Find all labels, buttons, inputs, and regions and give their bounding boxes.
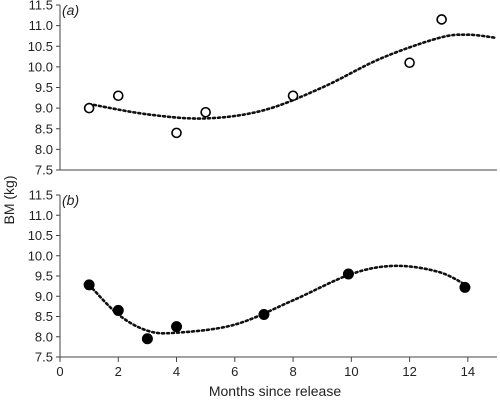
panel-a-trend-line <box>87 33 499 120</box>
panel-a-y-tick-label-7.5: 7.5 <box>35 163 53 178</box>
x-tick-label-6: 6 <box>231 364 238 379</box>
panel-a-data-point-0 <box>83 102 95 114</box>
panel-b-data-point-1 <box>112 304 124 316</box>
panel-b-data-point-0 <box>83 279 95 291</box>
panel-b-y-tick-label-10.5: 10.5 <box>28 228 53 243</box>
panel-b-data-point-3 <box>171 321 183 333</box>
x-tick-label-2: 2 <box>115 364 122 379</box>
panel-b-y-tick-label-9.0: 9.0 <box>35 289 53 304</box>
panel-a-data-point-3 <box>200 106 211 118</box>
x-tick-label-12: 12 <box>402 364 416 379</box>
x-tick-label-10: 10 <box>344 364 358 379</box>
panel-a-y-tick-label-10.5: 10.5 <box>28 39 53 54</box>
y-axis-title: BM (kg) <box>1 176 17 225</box>
x-tick-label-0: 0 <box>56 364 63 379</box>
panel-a-y-tick-label-11.5: 11.5 <box>29 0 53 13</box>
panel-b-y-tick-label-9.5: 9.5 <box>35 269 53 284</box>
panel-a-y-tick-label-8.0: 8.0 <box>35 142 53 157</box>
panel-b-label: (b) <box>62 192 79 208</box>
panel-a-y-tick-label-8.5: 8.5 <box>35 121 53 136</box>
panel-b-y-tick-label-8.0: 8.0 <box>35 329 53 344</box>
panel-b-y-tick-label-11.5: 11.5 <box>29 188 53 203</box>
panel-a-y-tick-label-10.0: 10.0 <box>28 59 53 74</box>
panel-b-y-tick-label-7.5: 7.5 <box>35 350 53 365</box>
panel-a-y-tick-label-9.0: 9.0 <box>35 101 53 116</box>
panel-a-data-point-1 <box>112 90 124 102</box>
panel-b-data-point-5 <box>342 268 354 280</box>
panel-b-data-point-6 <box>459 281 471 293</box>
x-tick-label-4: 4 <box>173 364 180 379</box>
x-axis-title: Months since release <box>209 383 342 399</box>
x-tick-label-8: 8 <box>289 364 296 379</box>
panel-b: (b) 7.5 8.0 8.5 9.0 9.5 10.0 10.5 11.0 11.5 <box>28 188 497 365</box>
panel-b-y-tick-label-10.0: 10.0 <box>28 248 53 263</box>
panel-a-y-tick-label-9.5: 9.5 <box>35 80 53 95</box>
panel-a-data-point-2 <box>171 127 182 139</box>
panel-a-label: (a) <box>62 2 79 18</box>
panel-a-data-point-5 <box>404 57 415 69</box>
panel-a-data-point-6 <box>436 14 447 25</box>
panel-b-data-point-4 <box>258 308 270 320</box>
panel-a-y-tick-label-11.0: 11.0 <box>29 18 53 33</box>
panel-a-data-point-4 <box>287 90 299 102</box>
panel-b-y-tick-label-8.5: 8.5 <box>35 309 53 324</box>
x-tick-label-14: 14 <box>461 364 475 379</box>
panel-a: (a) 7.5 8.0 8.5 9.0 9.5 10.0 10.5 11.0 11.5 <box>28 0 499 178</box>
panel-b-data-point-2 <box>141 333 153 345</box>
panel-b-y-tick-label-11.0: 11.0 <box>29 208 53 223</box>
panel-b-trend-line <box>87 264 470 335</box>
